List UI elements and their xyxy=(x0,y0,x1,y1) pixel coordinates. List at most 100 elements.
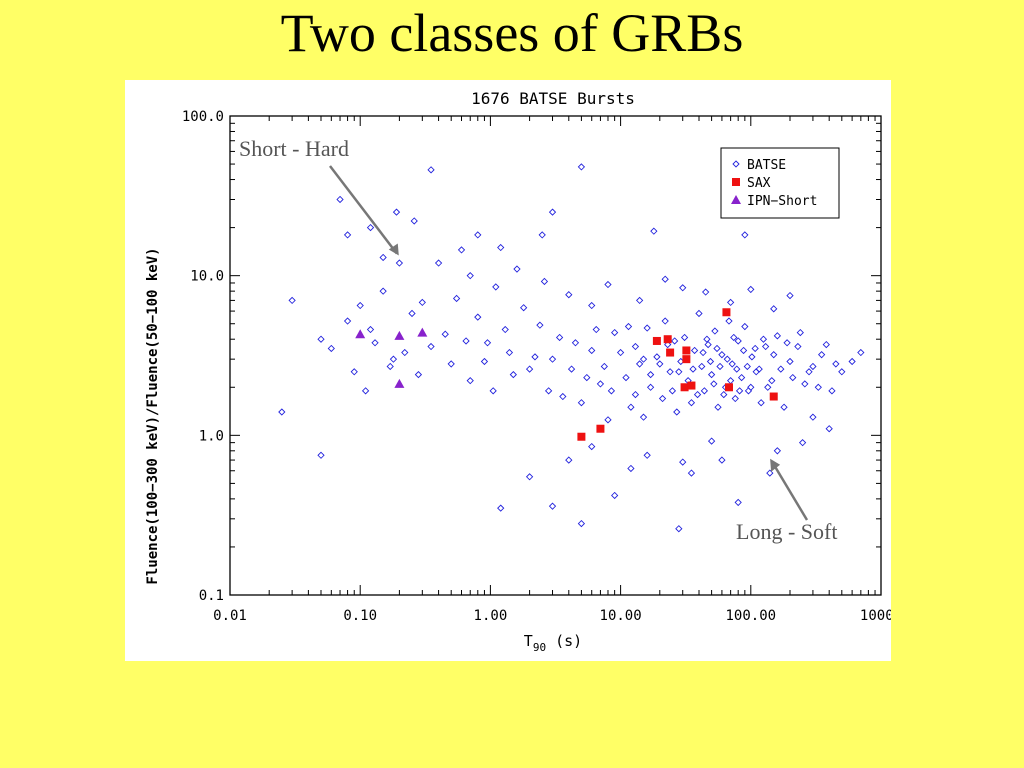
point-batse xyxy=(744,387,753,395)
point-batse xyxy=(801,380,809,388)
point-batse xyxy=(809,413,817,421)
point-batse xyxy=(689,365,697,373)
x-axis-label: T90 (s) xyxy=(524,632,582,654)
point-batse xyxy=(764,383,772,391)
point-batse xyxy=(725,317,733,325)
point-batse xyxy=(635,360,644,368)
point-batse xyxy=(713,344,721,353)
point-batse xyxy=(497,243,505,252)
x-tick-label: 1000. xyxy=(860,608,891,624)
point-batse xyxy=(786,291,794,300)
point-batse xyxy=(600,362,608,371)
point-batse xyxy=(658,394,667,403)
legend-label: IPN−Short xyxy=(747,194,817,209)
point-sax xyxy=(722,308,731,317)
point-batse xyxy=(786,357,794,366)
point-batse xyxy=(693,390,702,399)
point-batse xyxy=(731,394,739,403)
point-batse xyxy=(592,325,600,334)
point-batse xyxy=(650,227,658,235)
chart-panel: 1676 BATSE Bursts Fluence(100−300 keV)/F… xyxy=(125,80,891,661)
point-batse xyxy=(646,370,655,379)
point-batse xyxy=(577,163,586,171)
legend-marker xyxy=(731,195,741,204)
point-batse xyxy=(668,387,677,395)
point-batse xyxy=(639,355,648,363)
point-batse xyxy=(639,413,648,421)
axis-ticks: 0.01 0.10 1.00 10.00 100.00 1000. 0.1 1.0 10.0 10… xyxy=(182,109,891,624)
point-batse xyxy=(759,335,768,343)
point-batse xyxy=(531,353,539,361)
point-batse xyxy=(483,339,492,347)
point-batse xyxy=(555,333,564,342)
point-batse xyxy=(818,351,826,359)
point-batse xyxy=(711,327,719,335)
plot-frame xyxy=(229,115,882,596)
x-tick-label: 0.10 xyxy=(343,608,377,624)
point-batse xyxy=(773,332,782,340)
point-batse xyxy=(635,296,644,305)
point-batse xyxy=(794,342,802,351)
scatter-chart: 1676 BATSE Bursts Fluence(100−300 keV)/F… xyxy=(145,89,891,654)
point-sax xyxy=(652,336,661,345)
annotations: Short - Hard Long - Soft xyxy=(239,136,837,544)
point-batse xyxy=(288,296,296,305)
point-batse xyxy=(389,355,398,363)
point-batse xyxy=(726,298,735,307)
point-batse xyxy=(565,291,573,299)
point-batse xyxy=(567,365,576,373)
point-batse xyxy=(366,325,375,334)
point-sax xyxy=(596,424,605,433)
point-batse xyxy=(427,342,435,351)
point-batse xyxy=(726,377,735,385)
point-batse xyxy=(822,340,830,349)
point-batse xyxy=(679,458,687,466)
point-batse xyxy=(734,337,742,345)
point-batse xyxy=(687,469,696,477)
point-batse xyxy=(607,387,616,395)
point-batse xyxy=(434,259,443,267)
x-tick-label: 1.00 xyxy=(474,608,508,624)
point-batse xyxy=(395,259,404,267)
legend-marker xyxy=(732,178,740,186)
point-batse xyxy=(798,439,807,447)
point-batse xyxy=(646,383,655,391)
point-batse xyxy=(814,383,822,391)
point-batse xyxy=(710,380,718,388)
point-batse xyxy=(538,231,546,239)
point-batse xyxy=(747,383,755,391)
point-batse xyxy=(733,365,741,373)
x-tick-label: 10.00 xyxy=(600,608,642,624)
point-batse xyxy=(730,333,738,342)
point-batse xyxy=(751,344,759,353)
point-batse xyxy=(755,365,763,373)
point-ipn-short xyxy=(394,378,405,388)
point-batse xyxy=(509,370,517,379)
point-batse xyxy=(777,365,785,373)
point-sax xyxy=(680,383,689,392)
point-batse xyxy=(414,370,423,379)
point-batse xyxy=(734,498,742,507)
point-batse xyxy=(768,377,776,385)
data-points xyxy=(278,163,865,533)
point-ipn-short xyxy=(355,329,366,339)
arrowhead-long-soft xyxy=(770,458,781,472)
point-batse xyxy=(828,387,836,395)
point-batse xyxy=(474,231,482,239)
point-batse xyxy=(577,519,586,528)
chart-title: 1676 BATSE Bursts xyxy=(471,89,635,108)
y-tick-label: 0.1 xyxy=(199,588,224,604)
point-batse xyxy=(770,351,778,359)
point-ipn-short xyxy=(394,330,405,340)
point-batse xyxy=(447,360,455,368)
point-batse xyxy=(536,321,544,329)
point-batse xyxy=(525,365,534,373)
point-batse xyxy=(838,368,846,376)
point-batse xyxy=(559,392,567,401)
point-sax xyxy=(666,348,675,357)
slide-title: Two classes of GRBs xyxy=(280,3,744,63)
point-batse xyxy=(664,340,672,349)
point-batse xyxy=(699,348,707,357)
point-batse xyxy=(441,330,449,338)
point-batse xyxy=(466,272,474,280)
